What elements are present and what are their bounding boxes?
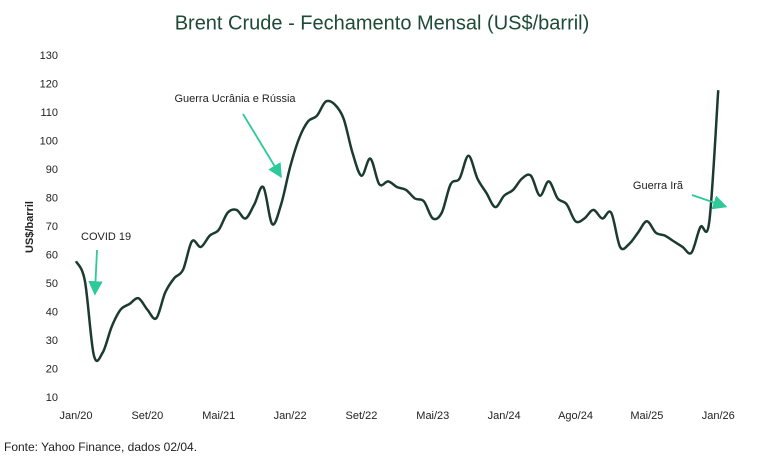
line: [74, 90, 720, 363]
y-tick-label: 40: [46, 306, 58, 318]
y-tick-label: 20: [46, 363, 58, 375]
y-tick-label: 130: [40, 50, 58, 62]
y-tick-label: 60: [46, 249, 58, 261]
source: Fonte: Yahoo Finance, dados 02/04.: [4, 440, 197, 454]
annotation: COVID 19: [81, 231, 131, 243]
annotation-arrow: [691, 194, 728, 210]
y-tick-label: 70: [46, 221, 58, 233]
y-tick-label: 80: [46, 192, 58, 204]
x-tick-label: Jan/20: [59, 410, 92, 422]
x-tick-label: Set/22: [346, 410, 378, 422]
annotation-arrow: [242, 113, 282, 179]
x-tick-label: Jan/22: [274, 410, 307, 422]
x-tick-label: Ago/24: [558, 410, 593, 422]
x-tick-label: Mai/23: [416, 410, 449, 422]
y-tick-label: 120: [40, 78, 58, 90]
y-tick-label: 100: [40, 135, 58, 147]
y-tick-label: 50: [46, 278, 58, 290]
annotation-arrow: [88, 249, 103, 296]
x-tick-label: Mai/21: [202, 410, 235, 422]
x-tick-label: Mai/25: [630, 410, 663, 422]
y-axis-label: US$/barril: [24, 201, 36, 253]
x-tick-label: Set/20: [131, 410, 163, 422]
x-tick-label: Jan/24: [488, 410, 521, 422]
y-tick-label: 110: [40, 107, 58, 119]
chart-title: Brent Crude - Fechamento Mensal (US$/bar…: [175, 12, 590, 34]
y-tick-label: 90: [46, 164, 58, 176]
annotation: Guerra Ucrânia e Rússia: [174, 93, 296, 105]
y-tick-label: 10: [46, 392, 58, 404]
y-tick-label: 30: [46, 335, 58, 347]
x-tick-label: Jan/26: [702, 410, 735, 422]
annotation: Guerra Irã: [633, 180, 684, 192]
